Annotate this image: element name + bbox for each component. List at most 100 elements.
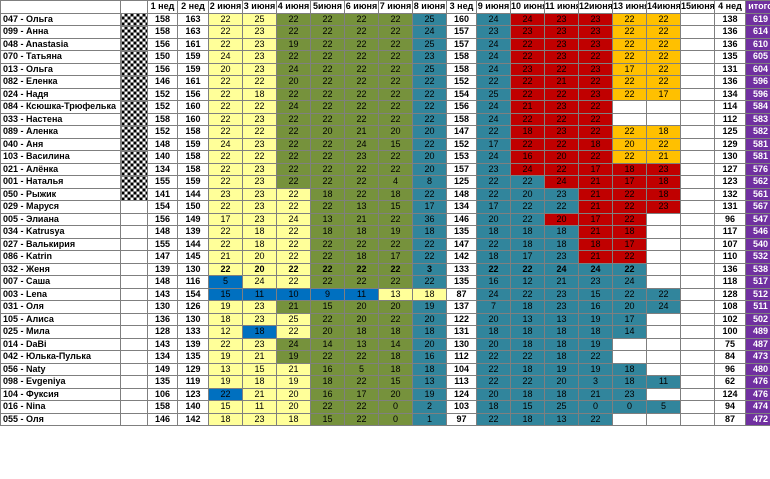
week3-total[interactable]: 135: [446, 275, 477, 289]
day-score[interactable]: 22: [612, 212, 647, 226]
day-score[interactable]: 13: [544, 412, 579, 426]
day-score[interactable]: 22: [242, 125, 277, 139]
day-score[interactable]: 18: [310, 375, 345, 389]
column-header[interactable]: 11 июня: [544, 0, 579, 14]
day-score[interactable]: 24: [544, 175, 579, 189]
column-header[interactable]: 3 нед: [446, 0, 477, 14]
week1-total[interactable]: 143: [147, 287, 178, 301]
day-score[interactable]: 22: [276, 50, 311, 64]
participant-name[interactable]: 070 - Татьяна: [0, 50, 121, 64]
day-score[interactable]: 25: [412, 62, 447, 76]
participant-name[interactable]: 084 - Ксюшка-Трюфелька: [0, 100, 121, 114]
day-score[interactable]: 18: [544, 225, 579, 239]
day-score[interactable]: 22: [310, 175, 345, 189]
day-score[interactable]: 22: [476, 187, 511, 201]
day-score[interactable]: 22: [646, 37, 681, 51]
day-score[interactable]: 19: [208, 375, 243, 389]
day-score[interactable]: 17: [208, 212, 243, 226]
day-score[interactable]: 9: [310, 287, 345, 301]
week1-total[interactable]: 139: [147, 262, 178, 276]
day-score[interactable]: 23: [578, 275, 613, 289]
day-score[interactable]: 20: [242, 250, 277, 264]
day-score[interactable]: 21: [510, 100, 545, 114]
day-score[interactable]: 22: [544, 200, 579, 214]
day-score[interactable]: 18: [476, 250, 511, 264]
week3-total[interactable]: 158: [446, 50, 477, 64]
day-score[interactable]: 22: [412, 250, 447, 264]
week4-total[interactable]: 136: [714, 75, 746, 89]
grand-total[interactable]: 582: [745, 125, 770, 139]
week1-total[interactable]: 156: [147, 62, 178, 76]
day-score[interactable]: 1: [412, 412, 447, 426]
week2-total[interactable]: 119: [177, 375, 209, 389]
participant-name[interactable]: 082 - Еленка: [0, 75, 121, 89]
day-score[interactable]: 23: [578, 62, 613, 76]
grand-total[interactable]: 502: [745, 312, 770, 326]
day-score[interactable]: 18: [378, 362, 413, 376]
day-score[interactable]: 22: [612, 262, 647, 276]
day-score[interactable]: 23: [646, 162, 681, 176]
week3-total[interactable]: 158: [446, 62, 477, 76]
week3-total[interactable]: 146: [446, 212, 477, 226]
participant-name[interactable]: 089 - Аленка: [0, 125, 121, 139]
participant-name[interactable]: 040 - Аня: [0, 137, 121, 151]
day-score[interactable]: 23: [510, 62, 545, 76]
day-score[interactable]: 15: [310, 412, 345, 426]
day-score[interactable]: 22: [208, 237, 243, 251]
week2-total[interactable]: 156: [177, 87, 209, 101]
week3-total[interactable]: 87: [446, 287, 477, 301]
day-score[interactable]: [680, 100, 715, 114]
day-score[interactable]: 16: [510, 150, 545, 164]
day-score[interactable]: 24: [242, 275, 277, 289]
day-score[interactable]: 13: [378, 287, 413, 301]
column-header[interactable]: 4 июня: [276, 0, 311, 14]
day-score[interactable]: 17: [646, 87, 681, 101]
day-score[interactable]: 22: [208, 125, 243, 139]
day-score[interactable]: [680, 187, 715, 201]
week3-total[interactable]: 147: [446, 237, 477, 251]
day-score[interactable]: 17: [578, 162, 613, 176]
day-score[interactable]: [612, 337, 647, 351]
day-score[interactable]: 22: [646, 137, 681, 151]
grand-total[interactable]: 512: [745, 287, 770, 301]
day-score[interactable]: 24: [646, 300, 681, 314]
day-score[interactable]: 22: [276, 275, 311, 289]
day-score[interactable]: 19: [276, 37, 311, 51]
day-score[interactable]: 23: [242, 337, 277, 351]
participant-name[interactable]: 103 - Василина: [0, 150, 121, 164]
day-score[interactable]: 0: [578, 400, 613, 414]
week1-total[interactable]: 136: [147, 312, 178, 326]
week4-total[interactable]: 100: [714, 325, 746, 339]
day-score[interactable]: 22: [344, 112, 379, 126]
day-score[interactable]: 23: [544, 250, 579, 264]
day-score[interactable]: [680, 275, 715, 289]
day-score[interactable]: [646, 350, 681, 364]
day-score[interactable]: 18: [378, 350, 413, 364]
day-score[interactable]: [612, 412, 647, 426]
grand-total[interactable]: 562: [745, 175, 770, 189]
day-score[interactable]: 22: [344, 87, 379, 101]
week3-total[interactable]: 103: [446, 400, 477, 414]
day-score[interactable]: 22: [276, 125, 311, 139]
day-score[interactable]: 15: [208, 400, 243, 414]
day-score[interactable]: 22: [310, 50, 345, 64]
week3-total[interactable]: 142: [446, 250, 477, 264]
week4-total[interactable]: 131: [714, 200, 746, 214]
grand-total[interactable]: 547: [745, 212, 770, 226]
day-score[interactable]: 18: [476, 225, 511, 239]
participant-name[interactable]: 104 - Фуксия: [0, 387, 121, 401]
week2-total[interactable]: 159: [177, 175, 209, 189]
week2-total[interactable]: 163: [177, 12, 209, 26]
day-score[interactable]: 18: [378, 187, 413, 201]
day-score[interactable]: 15: [378, 137, 413, 151]
day-score[interactable]: 22: [612, 87, 647, 101]
day-score[interactable]: 16: [412, 350, 447, 364]
day-score[interactable]: 20: [544, 375, 579, 389]
participant-name[interactable]: 014 - DaBi: [0, 337, 121, 351]
day-score[interactable]: 20: [544, 212, 579, 226]
day-score[interactable]: 18: [510, 337, 545, 351]
day-score[interactable]: 24: [476, 287, 511, 301]
day-score[interactable]: 18: [612, 362, 647, 376]
day-score[interactable]: [680, 150, 715, 164]
day-score[interactable]: 22: [476, 125, 511, 139]
